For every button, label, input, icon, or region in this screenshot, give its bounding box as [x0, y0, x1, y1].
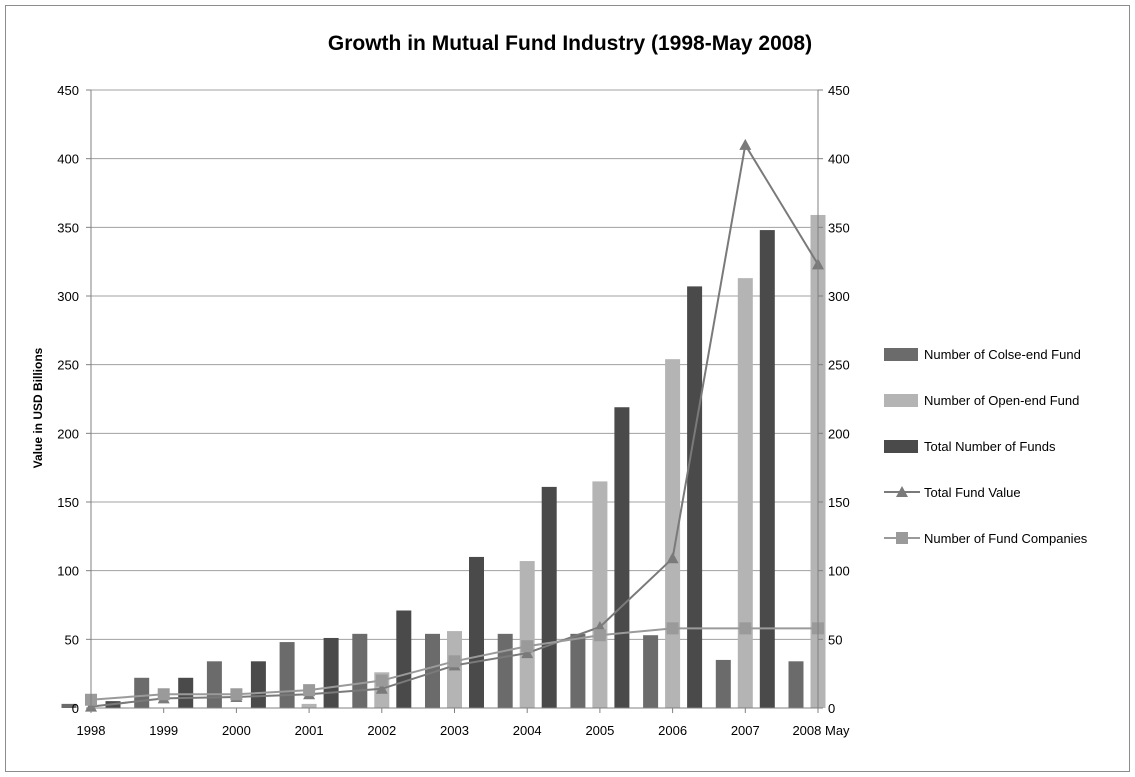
y2-tick-label: 450 — [828, 83, 850, 98]
x-tick-label: 2002 — [367, 723, 396, 738]
line-marker — [739, 138, 752, 150]
legend-label: Number of Open-end Fund — [924, 393, 1079, 408]
axes: 0501001502002503003504004500501001502002… — [57, 83, 850, 738]
bar — [759, 230, 775, 708]
line-marker — [375, 674, 388, 687]
bar — [279, 642, 295, 708]
legend-label: Total Number of Funds — [924, 439, 1056, 454]
bar — [592, 481, 608, 708]
bar — [323, 637, 339, 708]
bar — [178, 677, 194, 708]
line-marker — [303, 684, 316, 697]
bar — [497, 633, 513, 708]
y-axis-label: Value in USD Billions — [31, 347, 45, 468]
x-tick-label: 2005 — [585, 723, 614, 738]
x-tick-label: 1999 — [149, 723, 178, 738]
x-tick-label: 2004 — [513, 723, 542, 738]
y2-tick-label: 0 — [828, 701, 835, 716]
x-tick-label: 2008 May — [792, 723, 850, 738]
bar — [301, 703, 317, 708]
bar — [396, 610, 412, 708]
line-marker — [666, 622, 679, 635]
line-marker — [157, 688, 170, 701]
bar — [61, 703, 77, 708]
line-marker — [521, 640, 534, 653]
bar — [737, 278, 753, 708]
bar — [206, 661, 222, 708]
y2-tick-label: 150 — [828, 495, 850, 510]
x-tick-label: 1998 — [77, 723, 106, 738]
y-tick-label: 250 — [57, 358, 79, 373]
bar — [570, 633, 586, 708]
gridlines — [91, 89, 818, 640]
y-tick-label: 200 — [57, 426, 79, 441]
y2-tick-label: 400 — [828, 152, 850, 167]
bar — [687, 286, 703, 708]
line-marker — [593, 629, 606, 642]
bar — [250, 661, 266, 708]
legend-marker — [896, 486, 908, 497]
x-tick-label: 2000 — [222, 723, 251, 738]
line-marker — [666, 552, 679, 564]
y2-tick-label: 50 — [828, 632, 842, 647]
y-tick-label: 300 — [57, 289, 79, 304]
line-marker — [230, 688, 243, 701]
legend-marker — [896, 532, 908, 544]
chart-frame — [5, 5, 1130, 772]
y2-tick-label: 300 — [828, 289, 850, 304]
legend: Number of Colse-end Fund Number of Open-e… — [884, 347, 1088, 546]
legend-swatch — [884, 348, 918, 361]
y-tick-label: 150 — [57, 495, 79, 510]
legend-label: Number of Colse-end Fund — [924, 347, 1081, 362]
x-tick-label: 2006 — [658, 723, 687, 738]
bar — [788, 661, 804, 708]
y-tick-label: 100 — [57, 564, 79, 579]
bar — [643, 635, 659, 708]
bars — [61, 214, 826, 708]
legend-swatch — [884, 440, 918, 453]
line-marker — [739, 622, 752, 635]
lines — [85, 138, 824, 712]
bar — [665, 359, 681, 708]
bar — [614, 407, 630, 708]
bar — [469, 556, 484, 708]
y2-tick-label: 350 — [828, 220, 850, 235]
bar — [425, 633, 440, 708]
y2-tick-label: 250 — [828, 358, 850, 373]
line-marker — [375, 682, 388, 694]
y-tick-label: 450 — [57, 83, 79, 98]
line-marker — [521, 647, 534, 659]
y2-tick-label: 200 — [828, 426, 850, 441]
bar — [519, 561, 535, 708]
y2-tick-label: 100 — [828, 564, 850, 579]
series-line — [90, 142, 819, 708]
y-tick-label: 0 — [72, 701, 79, 716]
bar — [352, 633, 368, 708]
chart-title: Growth in Mutual Fund Industry (1998-May… — [328, 32, 812, 55]
line-marker — [448, 655, 461, 668]
legend-label: Total Fund Value — [924, 485, 1021, 500]
bar — [134, 677, 150, 708]
y-tick-label: 50 — [65, 632, 79, 647]
x-tick-label: 2001 — [295, 723, 324, 738]
legend-swatch — [884, 394, 918, 407]
y-tick-label: 350 — [57, 220, 79, 235]
y-tick-label: 400 — [57, 152, 79, 167]
x-tick-label: 2007 — [731, 723, 760, 738]
legend-label: Number of Fund Companies — [924, 531, 1088, 546]
x-tick-label: 2003 — [440, 723, 469, 738]
bar — [541, 486, 557, 708]
bar — [715, 659, 731, 708]
